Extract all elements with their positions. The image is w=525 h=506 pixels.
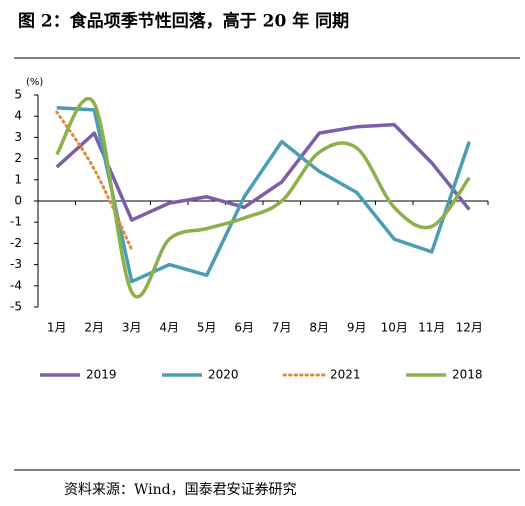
y-tick-label: 0 [14,194,22,208]
x-tick-label: 6月 [234,321,254,335]
y-tick-label: -4 [10,278,22,292]
y-tick-label: 4 [14,109,22,123]
legend-label: 2018 [452,368,483,382]
x-tick-label: 3月 [122,321,142,335]
x-tick-label: 4月 [159,321,179,335]
y-tick-label: 3 [14,130,22,144]
x-tick-label: 8月 [309,321,329,335]
legend-label: 2019 [86,368,117,382]
y-tick-label: 1 [14,172,22,186]
y-tick-label: -3 [10,257,22,271]
y-tick-label: -5 [10,300,22,314]
x-tick-label: 10月 [381,321,408,335]
x-tick-label: 2月 [84,321,104,335]
y-tick-label: -2 [10,236,22,250]
x-tick-label: 11月 [418,321,445,335]
legend-label: 2021 [330,368,361,382]
y-axis-unit: (%) [26,77,43,88]
x-tick-label: 7月 [272,321,292,335]
y-tick-label: 2 [14,151,22,165]
x-tick-label: 12月 [456,321,483,335]
source-note: 资料来源：Wind，国泰君安证券研究 [64,482,297,498]
chart-title: 图 2：食品项季节性回落，高于 20 年 同期 [18,11,349,32]
x-tick-label: 9月 [347,321,367,335]
y-tick-label: -1 [10,215,22,229]
line-series [55,97,471,299]
x-tick-label: 5月 [197,321,217,335]
line-series [56,105,471,284]
line-series [55,110,134,252]
legend-label: 2020 [208,368,239,382]
x-tick-label: 1月 [47,321,67,335]
line-series [55,122,471,222]
y-tick-label: 5 [14,88,22,102]
